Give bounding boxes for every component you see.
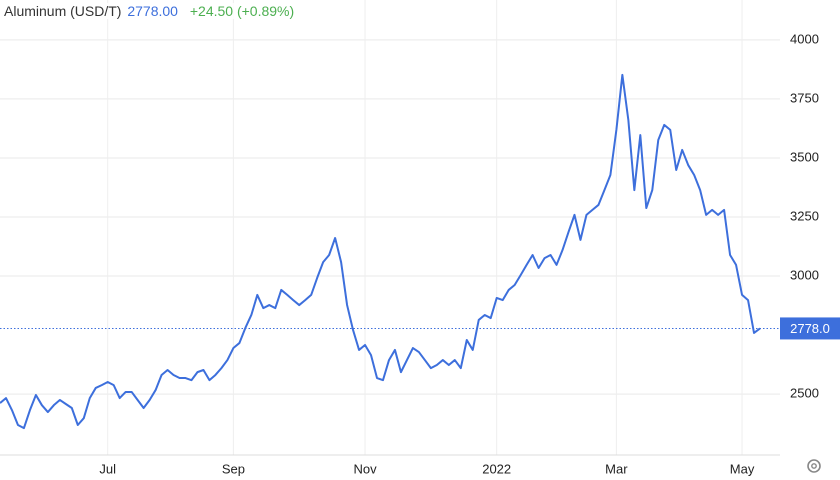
y-tick-label: 4000: [790, 31, 819, 46]
x-tick-label: May: [730, 461, 755, 476]
y-tick-label: 2500: [790, 386, 819, 401]
current-price-label: 2778.0: [790, 321, 830, 336]
current-price-box: [780, 317, 840, 340]
price-line: [0, 73, 761, 430]
y-tick-label: 3000: [790, 267, 819, 282]
x-tick-label: Nov: [353, 461, 377, 476]
x-tick-label: Sep: [222, 461, 245, 476]
y-tick-label: 3250: [790, 208, 819, 223]
price: 2778.00: [127, 3, 178, 19]
x-tick-label: 2022: [482, 461, 511, 476]
price-change: +24.50 (+0.89%): [189, 3, 295, 19]
settings-icon[interactable]: [807, 459, 821, 473]
y-tick-label: 3750: [790, 90, 819, 105]
grid: [0, 0, 780, 455]
gear-ring: [807, 459, 821, 473]
gear-hub: [811, 463, 817, 469]
chart-title: Aluminum (USD/T): [4, 3, 122, 19]
header: Aluminum (USD/T) 2778.00 +24.50 (+0.89%): [4, 3, 295, 19]
y-tick-label: 3500: [790, 149, 819, 164]
x-tick-label: Jul: [99, 461, 116, 476]
x-tick-label: Mar: [605, 461, 628, 476]
